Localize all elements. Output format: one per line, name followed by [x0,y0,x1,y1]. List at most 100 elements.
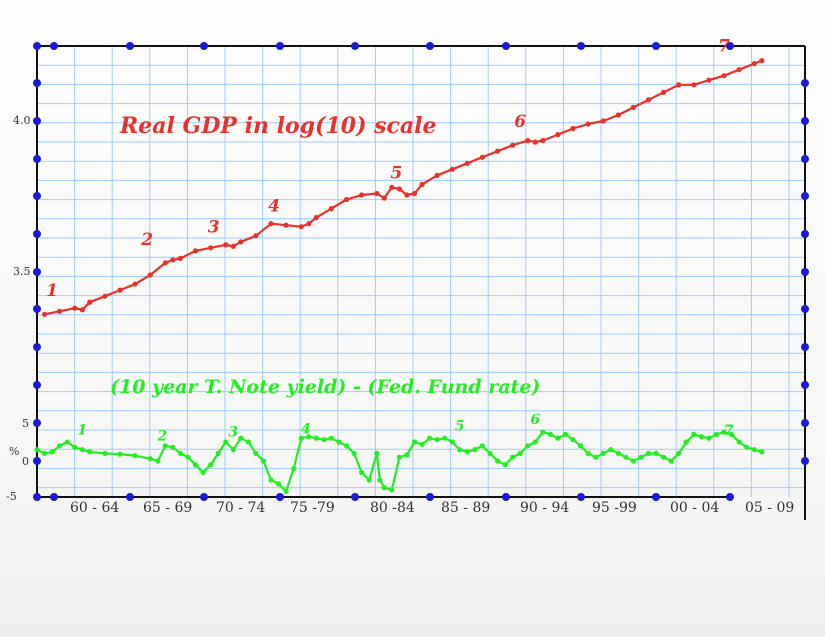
spread-point [377,477,383,483]
axis-dot-right [801,79,809,87]
gdp-point [306,221,312,227]
spread-point [653,450,659,456]
gdp-point [645,97,652,103]
axis-dot-left [33,457,41,465]
gdp-point [404,192,410,198]
axis-dot-right [801,192,809,200]
axis-dot-top [33,42,41,50]
gdp-point [389,184,395,190]
spread-point [404,452,410,458]
spread-point [185,454,191,460]
spread-point [253,450,259,456]
spread-point [532,439,538,445]
spread-point [321,437,327,443]
axis-dot-top [200,42,208,50]
spread-point [464,449,470,455]
spread-period-marker: 3 [228,425,238,441]
x-tick-label: 65 - 69 [143,500,192,516]
gdp-point [585,121,591,127]
axis-dot-left [33,268,41,276]
gdp-point [759,58,765,64]
spread-point [555,435,561,441]
gdp-title: Real GDP in log(10) scale [119,113,437,139]
spread-point [49,449,55,455]
gdp-point [72,305,78,311]
gdp-period-marker: 7 [718,37,730,57]
x-tick-label: 70 - 74 [216,500,265,516]
spread-point [736,439,742,445]
spread-point [479,443,485,449]
gdp-period-marker: 6 [514,112,526,132]
gdp-point [396,186,402,192]
axis-dot-right [801,268,809,276]
axis-dot-top [50,42,58,50]
gdp-point [691,82,697,88]
spread-point [457,447,463,453]
axis-dot-top [126,42,134,50]
spread-point [623,454,629,460]
gdp-point [615,112,622,118]
spread-point [427,435,433,441]
axis-dots [33,42,809,501]
spread-point [721,429,727,435]
axis-dot-right [801,155,809,163]
axis-dot-right [801,117,809,125]
spread-tick-label: 5 [22,417,29,430]
spread-point [706,435,712,441]
spread-point [102,450,108,456]
gdp-point [57,308,63,314]
x-tick-label: 95 -99 [592,500,637,516]
spread-point [638,454,644,460]
axis-dot-left [33,343,41,351]
axis-dot-bottom [50,493,58,501]
axis-dot-left [33,192,41,200]
spread-point [359,469,365,475]
axis-dot-bottom [577,493,585,501]
spread-point [132,453,138,459]
gdp-point [313,215,319,221]
axis-dot-top [502,42,510,50]
gdp-point [449,166,455,172]
x-tick-label: 85 - 89 [441,500,490,516]
spread-point [155,458,161,464]
gdp-point [87,299,93,305]
gdp-point [283,222,289,228]
spread-point [472,447,478,453]
axis-dot-top [276,42,284,50]
spread-point [41,450,48,456]
gdp-point [751,61,757,67]
spread-title: (10 year T. Note yield) - (Fed. Fund rat… [110,376,540,398]
spread-point [419,441,425,447]
spread-point [34,447,40,453]
axis-dot-left [33,381,41,389]
gdp-point [162,260,168,266]
gdp-point [177,255,183,261]
spread-point [434,437,440,443]
spread-point [562,431,569,437]
spread-point [540,429,546,435]
gdp-point [570,125,576,132]
gdp-point [706,77,712,83]
spread-point [698,434,705,440]
spread-tick-label: -5 [6,490,17,503]
gdp-point [736,67,742,73]
gdp-point [495,148,501,154]
spread-point [64,439,70,445]
spread-point [245,439,251,445]
gdp-period-marker: 2 [140,230,153,250]
gdp-point [268,221,274,227]
spread-series [34,429,765,494]
spread-point [298,435,304,441]
gdp-point [479,154,485,160]
spread-period-marker: 4 [301,422,311,438]
gdp-period-marker: 3 [208,218,220,238]
gdp-point [208,245,214,251]
gdp-tick-label: 4.0 [13,114,31,127]
spread-point [117,451,123,457]
axis-dot-left [33,155,41,163]
gdp-tick-label: 3.5 [13,265,31,278]
x-tick-label: 80 -84 [370,500,415,516]
gdp-point [147,272,153,278]
spread-point [283,488,289,494]
spread-point [147,456,153,462]
